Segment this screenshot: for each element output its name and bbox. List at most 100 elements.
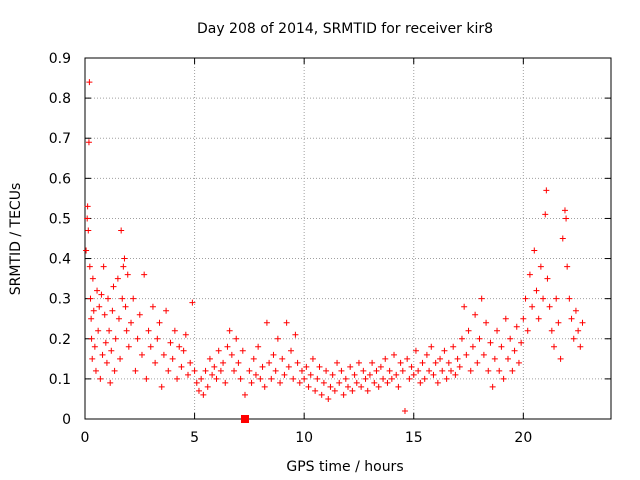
data-point <box>456 363 463 370</box>
data-point <box>496 367 503 374</box>
data-point <box>434 379 441 386</box>
data-point <box>106 327 113 334</box>
data-point <box>579 319 586 326</box>
y-axis-ticks: 0 0.1 0.2 0.3 0.4 0.5 0.6 0.7 0.8 0.9 <box>49 51 611 428</box>
data-point <box>522 295 529 302</box>
y-tick-label: 0.3 <box>49 292 71 308</box>
data-point <box>450 343 457 350</box>
data-point <box>224 343 231 350</box>
data-point <box>443 375 450 382</box>
data-point <box>193 379 200 386</box>
data-point <box>217 367 224 374</box>
data-point <box>334 359 341 366</box>
data-point <box>382 355 389 362</box>
data-point <box>384 379 391 386</box>
data-point <box>222 379 229 386</box>
data-point <box>189 299 196 306</box>
data-point <box>358 383 365 390</box>
data-point <box>114 275 121 282</box>
data-point <box>570 335 577 342</box>
data-point <box>204 383 211 390</box>
data-point <box>195 387 202 394</box>
data-point <box>211 363 218 370</box>
data-point <box>327 383 334 390</box>
data-point <box>461 303 468 310</box>
y-tick-label: 0.7 <box>49 131 71 147</box>
y-tick-label: 0.9 <box>49 51 71 67</box>
data-point <box>480 351 487 358</box>
y-tick-label: 0.8 <box>49 91 71 107</box>
data-point <box>85 227 92 234</box>
data-point <box>312 387 319 394</box>
data-point <box>572 307 579 314</box>
data-point <box>375 383 382 390</box>
data-point <box>366 371 373 378</box>
data-point <box>120 263 127 270</box>
data-point <box>561 207 568 214</box>
data-gap-marker <box>240 415 249 423</box>
data-point <box>338 367 345 374</box>
data-point <box>91 343 98 350</box>
data-point <box>423 351 430 358</box>
data-point <box>89 355 96 362</box>
data-point <box>101 311 108 318</box>
data-point <box>494 327 501 334</box>
data-point <box>483 319 490 326</box>
data-point <box>128 319 135 326</box>
data-point <box>439 367 446 374</box>
data-point <box>89 275 96 282</box>
data-point <box>336 379 343 386</box>
x-tick-label: 10 <box>295 430 313 446</box>
data-point <box>340 391 347 398</box>
data-point <box>489 383 496 390</box>
data-point <box>215 347 222 354</box>
data-point <box>577 343 584 350</box>
x-tick-label: 20 <box>514 430 532 446</box>
data-point <box>476 335 483 342</box>
data-point <box>285 363 292 370</box>
data-point <box>478 295 485 302</box>
data-point <box>237 375 244 382</box>
data-point <box>345 383 351 390</box>
data-point <box>386 367 393 374</box>
data-point <box>428 343 435 350</box>
data-point <box>469 343 476 350</box>
data-point <box>520 315 527 322</box>
data-point <box>115 315 122 322</box>
data-point <box>388 375 395 382</box>
data-point <box>518 339 525 346</box>
data-point <box>314 375 321 382</box>
x-tick-label: 5 <box>190 430 199 446</box>
data-point <box>257 375 264 382</box>
data-point <box>187 359 194 366</box>
data-point <box>141 271 148 278</box>
data-point <box>373 367 380 374</box>
data-point <box>118 227 125 234</box>
data-point <box>92 367 99 374</box>
data-point <box>546 303 553 310</box>
data-point <box>143 375 150 382</box>
plot-frame <box>84 57 612 420</box>
data-point <box>533 287 540 294</box>
data-point <box>97 375 104 382</box>
y-tick-label: 0 <box>62 412 71 428</box>
data-point <box>200 391 207 398</box>
data-point <box>281 371 288 378</box>
data-point <box>220 359 227 366</box>
data-point <box>548 327 555 334</box>
data-point <box>410 371 417 378</box>
data-point <box>563 215 570 222</box>
data-point <box>318 391 325 398</box>
data-point <box>90 307 97 314</box>
chart-title: Day 208 of 2014, SRMTID for receiver kir… <box>197 21 493 37</box>
data-point <box>158 383 165 390</box>
data-point <box>454 355 461 362</box>
data-point <box>233 335 240 342</box>
data-point <box>540 295 547 302</box>
data-point <box>507 335 514 342</box>
y-tick-label: 0.5 <box>49 211 71 227</box>
data-point <box>252 371 259 378</box>
data-point <box>296 379 303 386</box>
data-point <box>111 367 118 374</box>
